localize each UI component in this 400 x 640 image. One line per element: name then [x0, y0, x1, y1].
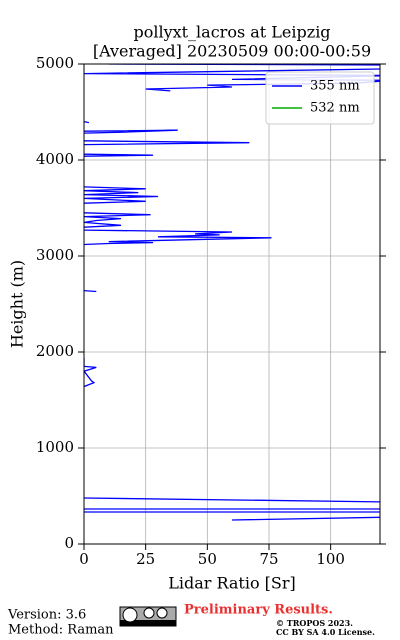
- x-tick-label: 75: [259, 550, 278, 568]
- y-tick-label: 3000: [36, 246, 74, 264]
- x-axis-label: Lidar Ratio [Sr]: [168, 574, 296, 593]
- license: CC BY SA 4.0 License.: [276, 627, 375, 637]
- legend-box: [265, 71, 375, 125]
- legend-label: 355 nm: [310, 79, 360, 94]
- y-tick-label: 0: [64, 534, 74, 552]
- x-tick-label: 25: [136, 550, 155, 568]
- y-tick-label: 5000: [36, 54, 74, 72]
- cc-logo: [119, 606, 177, 627]
- profile-line: [84, 64, 380, 521]
- x-tick-label: 100: [316, 550, 345, 568]
- plot-frame: [83, 63, 381, 545]
- plot-lines: [84, 64, 380, 521]
- version: Version: 3.6: [7, 608, 86, 623]
- y-tick-label: 1000: [36, 438, 74, 456]
- x-tick-label: 0: [79, 550, 89, 568]
- y-tick-label: 2000: [36, 342, 74, 360]
- method: Method: Raman: [8, 623, 114, 638]
- preliminary-note: Preliminary Results.: [184, 603, 333, 618]
- chart-subtitle: [Averaged] 20230509 00:00-00:59: [93, 42, 371, 61]
- x-tick-label: 50: [198, 550, 217, 568]
- legend-label: 532 nm: [310, 101, 360, 116]
- y-axis-label: Height (m): [8, 260, 27, 348]
- y-tick-label: 4000: [36, 150, 74, 168]
- chart-title: pollyxt_lacros at Leipzig: [133, 23, 330, 42]
- copyright: © TROPOS 2023.: [276, 618, 353, 628]
